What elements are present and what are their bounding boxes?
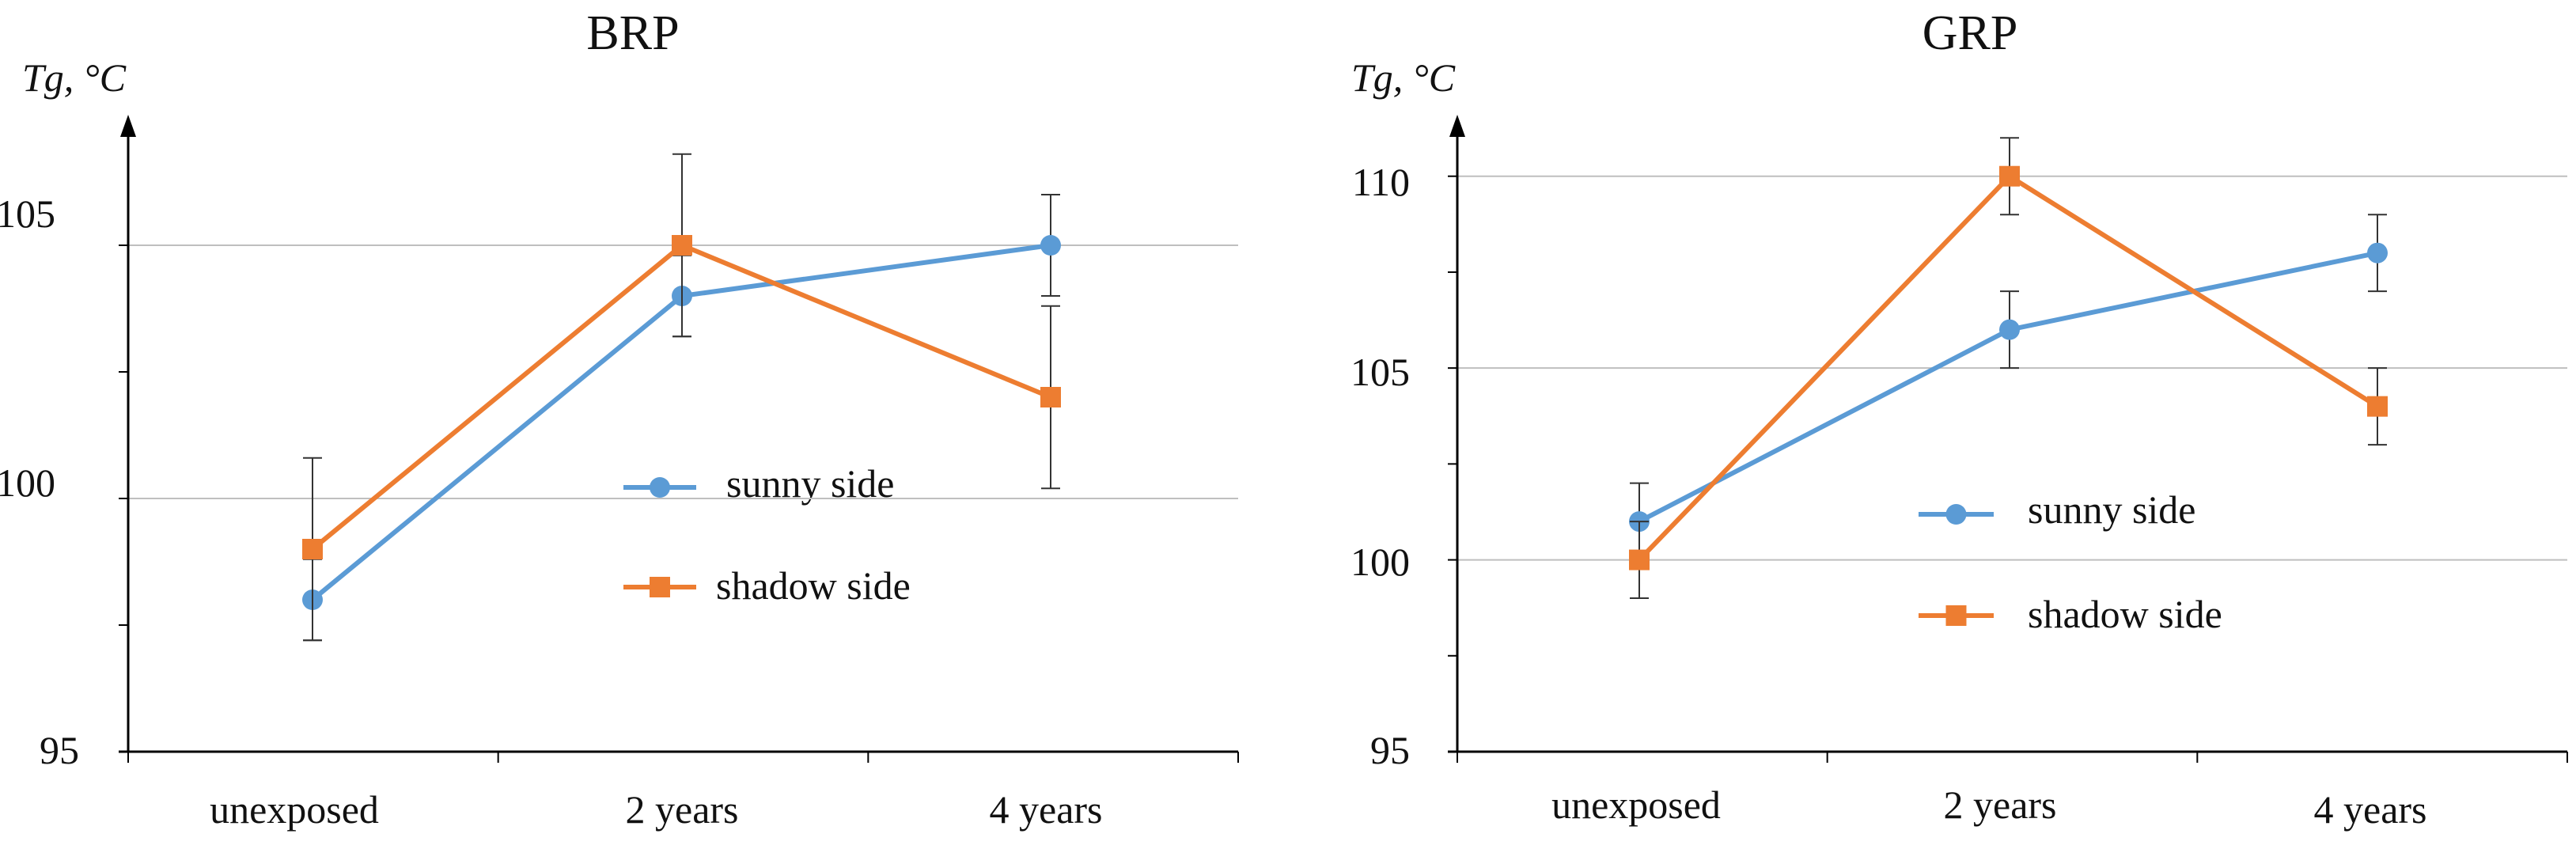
data-point	[2367, 396, 2388, 417]
chart-title: BRP	[586, 6, 679, 60]
legend-label: sunny side	[2028, 487, 2196, 532]
data-point	[672, 235, 692, 256]
data-point	[302, 539, 323, 559]
y-axis-label: Tg, °C	[1351, 55, 1456, 100]
x-tick-label: 2 years	[1944, 783, 2057, 827]
data-point	[1999, 319, 2020, 340]
legend-label: shadow side	[716, 563, 911, 608]
y-tick-label: 105	[0, 191, 55, 236]
data-point	[1999, 165, 2020, 187]
legend-marker	[1945, 605, 1967, 626]
x-tick-label: 2 years	[626, 787, 739, 832]
data-point	[1040, 387, 1061, 407]
legend-marker	[1945, 504, 1967, 525]
x-tick-label: 4 years	[2314, 787, 2427, 832]
x-tick-label: unexposed	[1551, 783, 1721, 827]
legend-label: shadow side	[2028, 592, 2222, 636]
legend-marker	[650, 577, 670, 597]
legend-marker	[650, 477, 670, 498]
y-tick-label: 110	[1352, 160, 1410, 204]
x-tick-label: 4 years	[990, 787, 1103, 832]
data-point	[1040, 235, 1061, 256]
chart-brp: BRP Tg, °C 105 100 95 unexposed 2 years …	[0, 6, 1239, 832]
data-point	[2367, 242, 2388, 263]
y-tick-label: 105	[1351, 350, 1410, 394]
data-point	[1629, 549, 1650, 570]
y-axis-arrow	[120, 115, 136, 137]
y-axis-arrow	[1449, 115, 1465, 137]
x-tick-label: unexposed	[210, 787, 379, 832]
y-tick-label: 95	[1370, 728, 1410, 772]
chart-grp: GRP Tg, °C 110 105 100 95 unexposed 2 ye…	[1351, 6, 2568, 832]
y-axis-label: Tg, °C	[22, 55, 127, 100]
y-tick-label: 100	[0, 461, 55, 505]
y-tick-label: 100	[1351, 540, 1410, 584]
chart-title: GRP	[1923, 6, 2018, 60]
series-line	[1638, 250, 2378, 524]
y-tick-label: 95	[40, 728, 79, 772]
